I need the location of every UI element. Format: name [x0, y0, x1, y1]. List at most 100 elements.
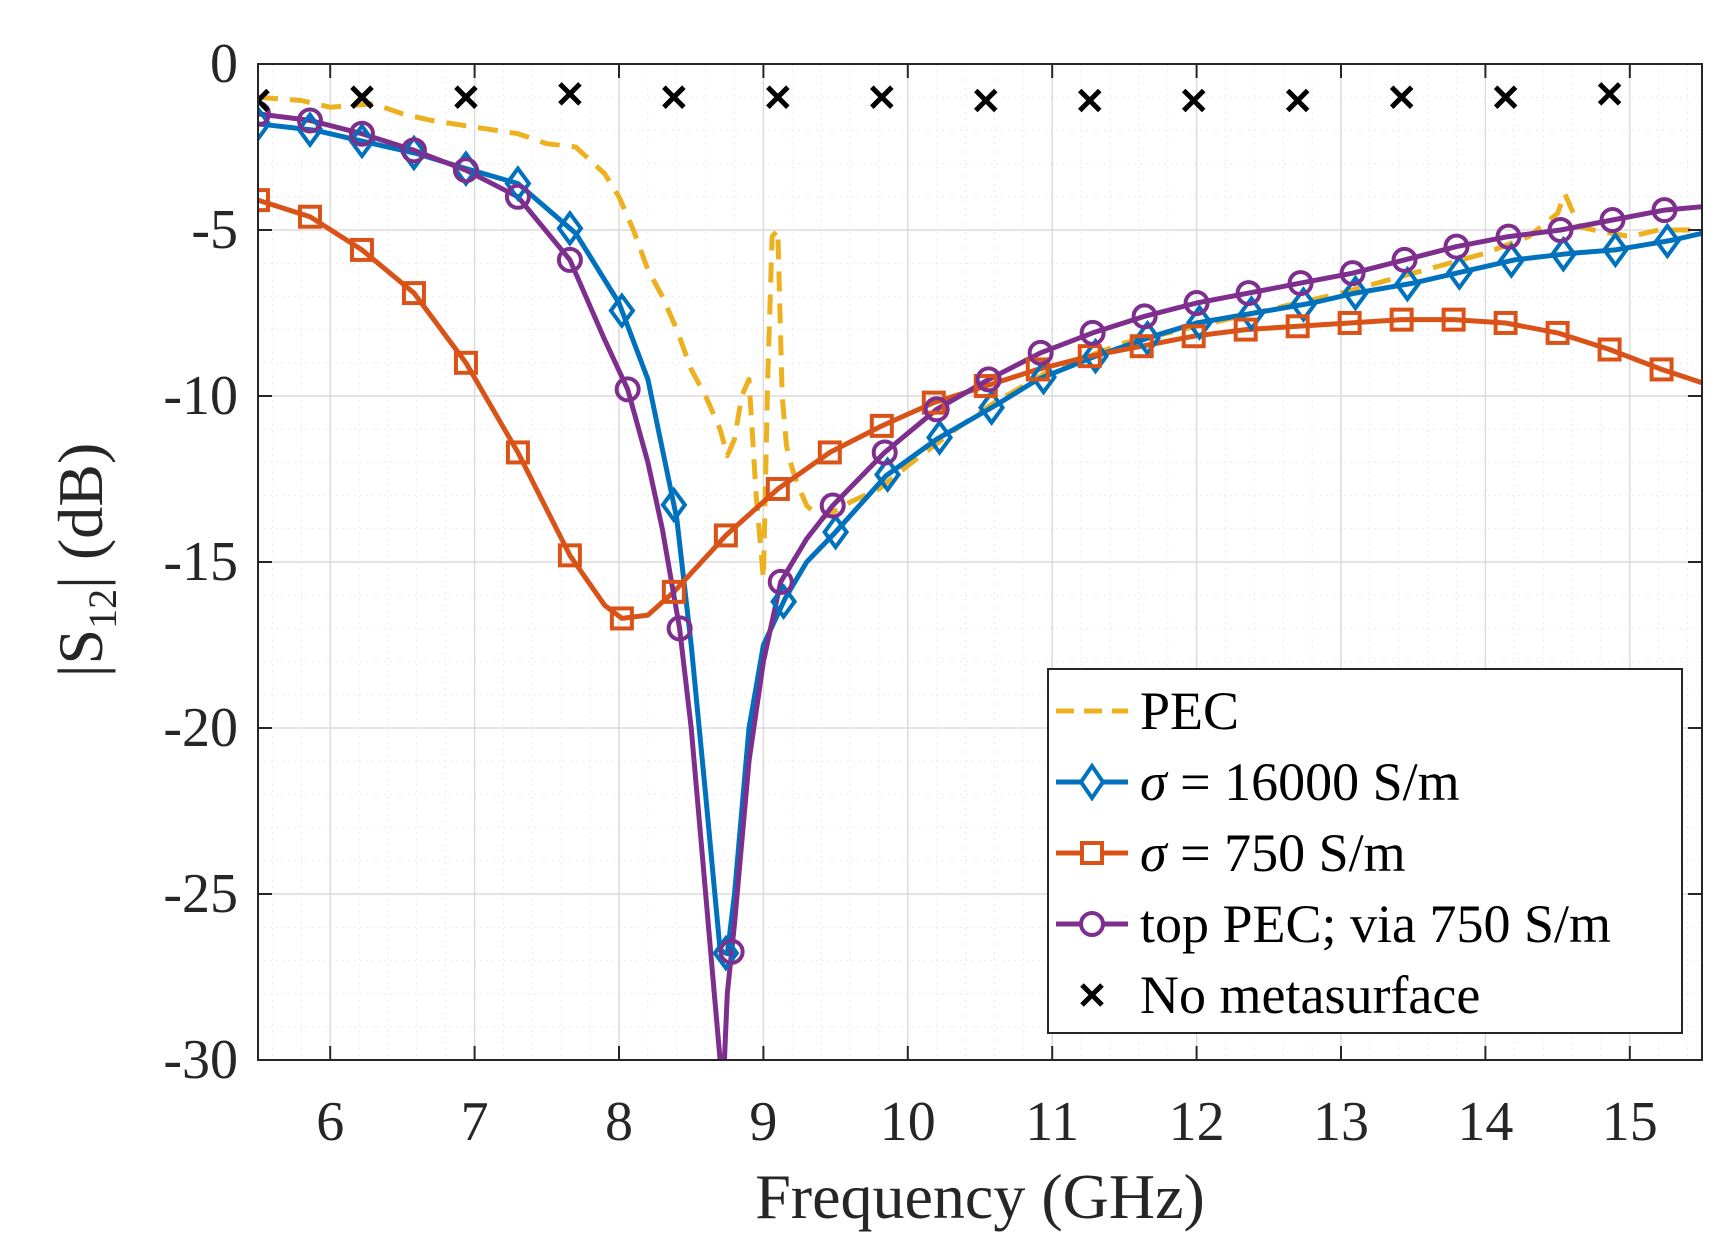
sigma-16000-point: [556, 209, 584, 247]
sigma-16000-point: [400, 134, 428, 172]
no-metasurface-point: [1181, 88, 1206, 113]
sigma-16000-point: [1341, 274, 1369, 312]
y-tick-label: -20: [163, 697, 238, 759]
sigma-16000-point: [608, 292, 636, 330]
y-axis-title-tail: | (dB): [45, 443, 116, 589]
legend-sigma-symbol: σ: [1140, 823, 1169, 883]
sigma-750-point: [869, 413, 894, 438]
no-metasurface-point: [558, 82, 582, 106]
y-tick-label: -25: [163, 863, 238, 925]
x-axis-title: Frequency (GHz): [755, 1161, 1205, 1232]
top-pec-via-750-point: [819, 492, 846, 519]
top-pec-via-750-point: [1339, 260, 1366, 287]
no-metasurface-point: [662, 85, 686, 109]
sigma-16000-point: [874, 456, 902, 494]
legend-label-top-pec-via-750: top PEC; via 750 S/m: [1140, 894, 1611, 954]
top-pec-via-750-point: [504, 183, 531, 210]
no-metasurface-point: [454, 85, 478, 109]
sigma-750-point: [297, 204, 322, 229]
sigma-16000-point: [1289, 286, 1317, 323]
top-pec-via-750-point: [718, 938, 745, 965]
sigma-750-point: [1649, 357, 1674, 382]
top-pec-via-750-point: [258, 100, 271, 127]
sigma-750-point: [1389, 307, 1414, 332]
legend-label-sigma-16000: σ = 16000 S/m: [1140, 752, 1460, 812]
y-tick-label: -30: [163, 1029, 238, 1091]
legend-label-no-metasurface: No metasurface: [1140, 965, 1480, 1025]
top-pec-via-750-point: [1443, 233, 1470, 260]
sigma-16000-point: [822, 513, 850, 551]
no-metasurface-point: [1493, 85, 1518, 109]
legend-label-sigma-750: σ = 750 S/m: [1140, 823, 1406, 883]
no-metasurface-point: [1389, 85, 1414, 109]
x-tick-label: 15: [1602, 1091, 1658, 1153]
no-metasurface-point: [1077, 88, 1102, 113]
sigma-16000-point: [660, 486, 688, 524]
y-tick-label: 0: [210, 33, 238, 95]
sigma-750-point: [1233, 317, 1258, 342]
y-axis-title-subscript: 12: [80, 589, 125, 629]
sigma-750-point: [453, 350, 478, 375]
no-metasurface-point: [974, 88, 998, 113]
sigma-16000-point: [258, 105, 272, 143]
sigma-750-point: [661, 579, 686, 604]
no-metasurface-point: [350, 85, 374, 109]
top-pec-via-750-point: [1599, 207, 1626, 234]
sigma-16000-point: [1445, 254, 1473, 291]
sigma-16000-point: [926, 419, 954, 456]
sigma-16000-point: [1601, 231, 1629, 269]
top-pec-via-750-point: [452, 157, 479, 184]
sigma-750-point: [817, 440, 842, 465]
y-axis-title: |S12| (dB): [45, 443, 125, 678]
sigma-750-point: [765, 476, 790, 501]
legend-label-pec: PEC: [1140, 681, 1239, 741]
no-metasurface-point: [870, 85, 894, 109]
y-tick-labels: 0 -5 -10 -15 -20 -25 -30: [163, 33, 238, 1091]
series-sigma-16000-markers: [258, 105, 1681, 972]
sigma-750-point: [258, 188, 270, 213]
sigma-750-point: [401, 281, 426, 306]
sigma-750-point: [1181, 324, 1206, 349]
y-tick-label: -5: [191, 199, 238, 261]
legend-marker-circle: [1079, 911, 1105, 937]
top-pec-via-750-point: [767, 568, 794, 595]
top-pec-via-750-point: [614, 376, 641, 403]
legend-box: [1047, 668, 1683, 1034]
legend-marker-square: [1080, 841, 1104, 865]
no-metasurface-point: [1597, 82, 1622, 106]
top-pec-via-750-point: [1391, 246, 1418, 273]
y-axis-title-main: |S: [45, 629, 116, 677]
no-metasurface-point: [766, 85, 790, 109]
sigma-16000-point: [978, 389, 1006, 427]
axis-ticks: [258, 63, 1702, 1061]
top-pec-via-750-point: [666, 615, 693, 642]
legend-marker-diamond: [1078, 762, 1106, 802]
sigma-16000-point: [712, 934, 740, 972]
top-pec-via-750-point: [400, 137, 427, 164]
top-pec-via-750-point: [871, 439, 898, 466]
top-pec-via-750-point: [1547, 217, 1574, 243]
top-pec-via-750-point: [1027, 339, 1054, 366]
x-tick-label: 12: [1169, 1091, 1225, 1153]
sigma-750-point: [557, 543, 582, 568]
series-top-pec-via-750-markers: [258, 100, 1678, 965]
sigma-750-point: [713, 523, 738, 548]
sigma-16000-point: [348, 122, 376, 160]
top-pec-via-750-point: [1495, 223, 1522, 250]
sigma-750-point: [1077, 344, 1102, 369]
series-no-metasurface-markers: [258, 82, 1622, 113]
top-pec-via-750-point: [1079, 319, 1106, 346]
top-pec-via-750-point: [348, 120, 375, 147]
sigma-750-point: [609, 606, 634, 631]
top-pec-via-750-point: [556, 246, 583, 273]
top-pec-via-750-point: [1235, 280, 1262, 307]
x-tick-label: 8: [605, 1091, 633, 1153]
sigma-750-point: [505, 440, 530, 465]
sigma-16000-point: [504, 165, 532, 202]
x-tick-labels: 6 7 8 9 10 11 12 13 14 15: [316, 1091, 1658, 1153]
legend: PEC σ = 16000 S/m σ = 750 S/m top PEC; v…: [1047, 668, 1683, 1034]
legend-sigma-16000-text: = 16000 S/m: [1167, 752, 1460, 812]
sigma-16000-point: [1237, 295, 1265, 332]
sigma-16000-point: [1497, 242, 1525, 279]
